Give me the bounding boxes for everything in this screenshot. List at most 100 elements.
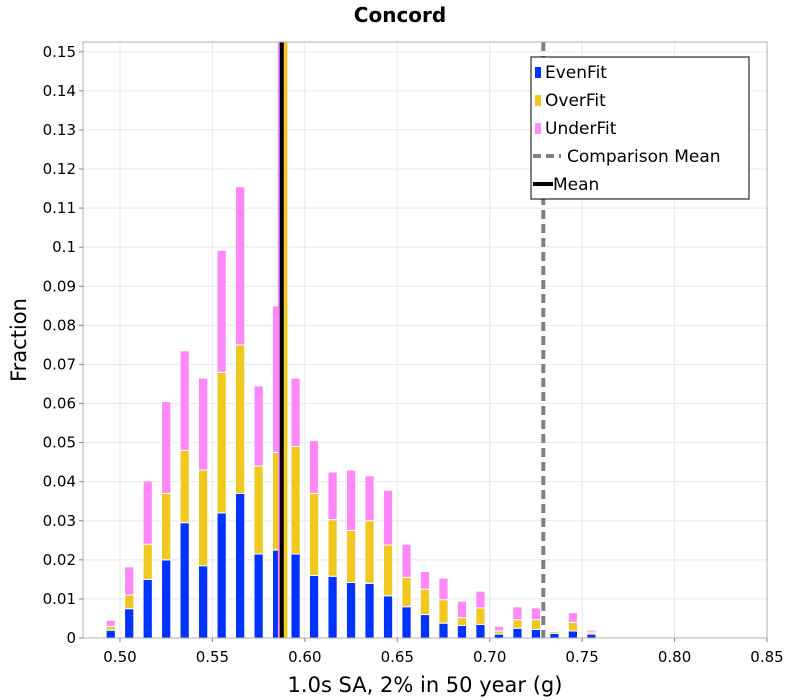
bar-underfit xyxy=(530,607,542,621)
bar-underfit xyxy=(512,606,523,621)
bar-evenfit xyxy=(308,574,320,639)
bar-overfit xyxy=(401,576,412,608)
bar-overfit xyxy=(124,594,135,610)
x-axis: 0.50 0.55 0.60 0.65 0.70 0.75 0.80 0.85 xyxy=(103,638,784,666)
bar-underfit xyxy=(235,186,246,346)
y-axis-label: Fraction xyxy=(7,298,31,382)
bar-underfit xyxy=(124,566,135,596)
bar-underfit xyxy=(493,625,505,632)
bar-evenfit xyxy=(198,565,209,639)
legend-label: Comparison Mean xyxy=(567,147,721,167)
bar-evenfit xyxy=(124,608,135,639)
x-tick-label: 0.80 xyxy=(658,648,691,666)
bar-overfit xyxy=(382,544,394,597)
bar-evenfit xyxy=(382,595,394,639)
bar-underfit xyxy=(475,590,486,609)
bar-overfit xyxy=(105,625,116,631)
bar-evenfit xyxy=(216,512,227,639)
bar-overfit xyxy=(161,492,172,561)
y-tick-label: 0.12 xyxy=(43,160,76,178)
bar-evenfit xyxy=(475,623,486,639)
y-tick-label: 0.13 xyxy=(43,121,76,139)
legend-swatch xyxy=(535,123,541,134)
bar-overfit xyxy=(308,492,320,576)
bar-evenfit xyxy=(586,633,597,639)
bar-evenfit xyxy=(290,553,301,639)
bar-underfit xyxy=(456,600,468,619)
bar-evenfit xyxy=(235,492,246,639)
y-tick-label: 0.06 xyxy=(43,395,76,413)
legend-label: UnderFit xyxy=(545,119,617,139)
bar-evenfit xyxy=(105,629,116,639)
y-tick-label: 0.04 xyxy=(43,473,76,491)
bar-underfit xyxy=(327,471,338,521)
bar-overfit xyxy=(438,599,449,624)
bar-overfit xyxy=(475,607,486,625)
legend-label: EvenFit xyxy=(545,63,607,83)
y-tick-label: 0.07 xyxy=(43,355,76,373)
bar-overfit xyxy=(456,617,468,626)
bar-underfit xyxy=(419,571,431,590)
bar-underfit xyxy=(382,489,394,546)
bar-evenfit xyxy=(345,582,357,639)
bar-evenfit xyxy=(419,614,431,639)
grid-lines xyxy=(83,42,768,639)
bar-underfit xyxy=(179,350,190,451)
bar-overfit xyxy=(142,543,153,580)
x-tick-label: 0.65 xyxy=(381,648,414,666)
bar-overfit xyxy=(345,530,357,584)
y-tick-label: 0.11 xyxy=(43,199,76,217)
x-tick-label: 0.50 xyxy=(103,648,136,666)
bar-evenfit xyxy=(327,575,338,639)
bar-evenfit xyxy=(530,628,542,639)
legend-label: Mean xyxy=(553,175,599,195)
bar-evenfit xyxy=(567,630,579,639)
bar-overfit xyxy=(364,520,375,584)
y-tick-label: 0.14 xyxy=(43,82,76,100)
bar-underfit xyxy=(438,577,449,601)
bar-evenfit xyxy=(456,624,468,639)
plot-border xyxy=(82,41,768,639)
y-tick-label: 0.08 xyxy=(43,316,76,334)
y-tick-label: 0.01 xyxy=(43,590,76,608)
legend-swatch xyxy=(535,67,541,78)
bar-overfit xyxy=(253,465,264,555)
x-axis-label: 1.0s SA, 2% in 50 year (g) xyxy=(288,673,563,697)
bar-evenfit xyxy=(401,606,412,639)
y-tick-label: 0.05 xyxy=(43,434,76,452)
legend-swatch xyxy=(535,95,541,106)
bar-underfit xyxy=(549,629,560,632)
bar-evenfit xyxy=(512,627,523,639)
legend-box xyxy=(530,56,750,200)
bar-underfit xyxy=(216,249,227,373)
bar-overfit xyxy=(567,621,579,632)
bar-overfit xyxy=(327,519,338,577)
bar-underfit xyxy=(253,385,264,467)
bar-evenfit xyxy=(161,559,172,639)
bar-overfit xyxy=(235,344,246,494)
bar-underfit xyxy=(567,612,579,623)
bar-overfit xyxy=(530,619,542,630)
bar-overfit xyxy=(512,619,523,629)
y-tick-label: 0.03 xyxy=(43,512,76,530)
y-tick-label: 0.1 xyxy=(52,238,76,256)
x-tick-label: 0.70 xyxy=(473,648,506,666)
bar-overfit xyxy=(290,445,301,555)
y-tick-label: 0 xyxy=(66,629,76,647)
bar-underfit xyxy=(142,480,153,545)
bar-underfit xyxy=(198,377,209,471)
bar-overfit xyxy=(216,371,227,514)
bar-evenfit xyxy=(493,633,505,639)
bar-overfit xyxy=(198,469,209,567)
y-tick-label: 0.02 xyxy=(43,551,76,569)
bar-underfit xyxy=(290,377,301,447)
x-tick-label: 0.75 xyxy=(565,648,598,666)
x-tick-label: 0.60 xyxy=(288,648,321,666)
bar-underfit xyxy=(364,475,375,522)
bar-overfit xyxy=(179,449,190,524)
bar-underfit xyxy=(401,543,412,578)
y-tick-label: 0.09 xyxy=(43,277,76,295)
y-axis: 0 0.01 0.02 0.03 0.04 0.05 0.06 0.07 0.08 0.09 0.1… xyxy=(43,43,83,647)
bar-underfit xyxy=(345,469,357,532)
bar-overfit xyxy=(419,588,431,616)
